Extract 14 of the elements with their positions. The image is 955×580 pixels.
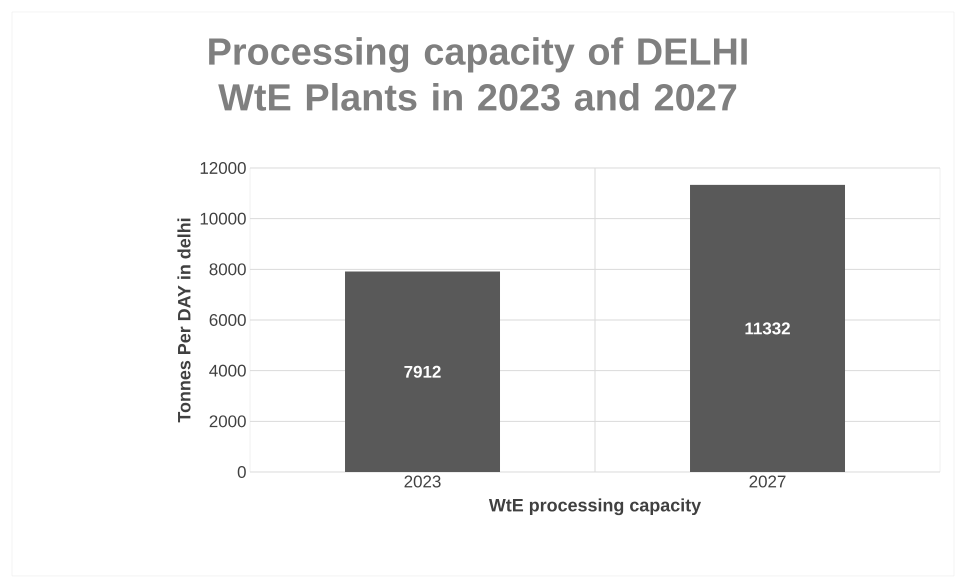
data-label: 7912 (404, 366, 441, 378)
y-tick-label: 10000 (200, 212, 246, 225)
y-tick-label: 2000 (210, 415, 246, 428)
x-tick-label: 2023 (404, 476, 441, 488)
chart-title: Processing capacity of DELHI WtE Plants in 2023 and 2027 (209, 37, 747, 111)
y-tick-label: 0 (238, 466, 246, 478)
y-axis-title: Tonnes Per DAY in delhi (177, 218, 191, 422)
data-label: 11332 (745, 322, 790, 334)
y-tick-label: 12000 (200, 162, 246, 174)
y-tick-label: 4000 (209, 364, 246, 377)
y-tick-label: 6000 (210, 314, 246, 326)
x-tick-label: 2027 (750, 476, 786, 488)
y-tick-label: 8000 (210, 263, 246, 276)
x-axis-title: WtE processing capacity (488, 498, 702, 516)
